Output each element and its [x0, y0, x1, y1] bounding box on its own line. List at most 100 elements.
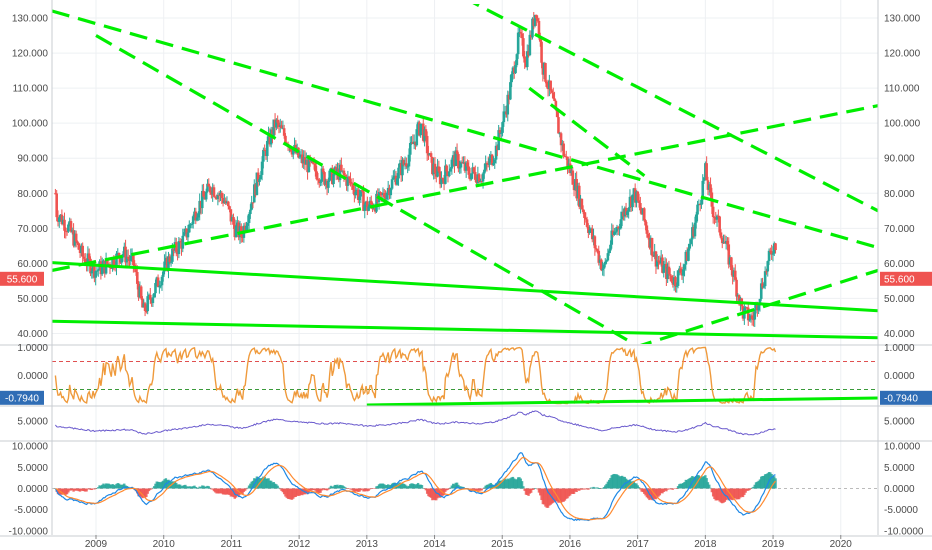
candle-body[interactable] — [600, 259, 603, 271]
candle-body[interactable] — [590, 228, 594, 240]
dashed-trendline[interactable] — [95, 34, 636, 344]
candle-body[interactable] — [646, 233, 650, 238]
candle-body[interactable] — [681, 269, 685, 276]
candle-body[interactable] — [197, 213, 200, 218]
candle-body[interactable] — [537, 21, 541, 38]
candle-body[interactable] — [260, 161, 264, 175]
candle-body[interactable] — [340, 164, 343, 171]
candle-body[interactable] — [232, 216, 235, 225]
candle-body[interactable] — [95, 270, 99, 272]
candle-body[interactable] — [674, 277, 677, 287]
candle-body[interactable] — [134, 269, 138, 273]
candle-body[interactable] — [208, 186, 212, 193]
candle-body[interactable] — [509, 82, 512, 100]
candle-body[interactable] — [748, 319, 751, 321]
candle-body[interactable] — [644, 220, 647, 226]
candle-body[interactable] — [696, 204, 699, 215]
candle-body[interactable] — [458, 167, 461, 169]
candle-body[interactable] — [676, 270, 680, 286]
candle-body[interactable] — [366, 201, 369, 211]
candle-body[interactable] — [151, 297, 155, 304]
candle-body[interactable] — [282, 128, 286, 136]
candle-body[interactable] — [761, 283, 764, 288]
candle-body[interactable] — [693, 222, 697, 237]
candle-body[interactable] — [571, 170, 575, 185]
candle-body[interactable] — [349, 178, 352, 184]
candle-body[interactable] — [207, 183, 211, 187]
candle-body[interactable] — [605, 260, 608, 262]
candle-body[interactable] — [566, 156, 569, 168]
candle-body[interactable] — [607, 250, 611, 254]
candle-body[interactable] — [408, 143, 412, 155]
candle-body[interactable] — [627, 207, 630, 212]
candle-body[interactable] — [96, 269, 100, 271]
candle-body[interactable] — [584, 218, 588, 220]
candle-body[interactable] — [466, 162, 469, 167]
candle-body[interactable] — [195, 217, 199, 221]
candle-body[interactable] — [182, 232, 186, 236]
candle-body[interactable] — [90, 271, 94, 274]
candle-body[interactable] — [473, 172, 477, 180]
candle-body[interactable] — [445, 165, 448, 172]
candle-body[interactable] — [488, 158, 491, 165]
candle-body[interactable] — [163, 261, 166, 272]
candle-body[interactable] — [67, 224, 70, 232]
solid-trendline[interactable] — [52, 319, 878, 340]
candle-body[interactable] — [356, 189, 360, 200]
candle-body[interactable] — [616, 226, 620, 229]
candle-body[interactable] — [675, 285, 679, 287]
candle-body[interactable] — [406, 166, 409, 168]
candle-body[interactable] — [528, 34, 532, 56]
candle-body[interactable] — [613, 231, 616, 235]
candle-body[interactable] — [60, 214, 64, 225]
candle-body[interactable] — [606, 253, 610, 261]
candle-body[interactable] — [437, 166, 441, 172]
candle-body[interactable] — [771, 253, 775, 255]
price-candles[interactable] — [54, 12, 777, 327]
candle-body[interactable] — [467, 166, 471, 175]
candle-body[interactable] — [328, 170, 331, 181]
candle-body[interactable] — [202, 190, 205, 197]
candle-body[interactable] — [379, 192, 382, 194]
candle-body[interactable] — [415, 129, 419, 146]
candle-body[interactable] — [87, 253, 91, 259]
candle-body[interactable] — [249, 209, 252, 215]
candle-body[interactable] — [152, 293, 156, 298]
candle-body[interactable] — [540, 41, 543, 63]
candle-body[interactable] — [520, 33, 524, 39]
candle-body[interactable] — [100, 264, 104, 275]
candle-body[interactable] — [259, 174, 263, 180]
candle-body[interactable] — [449, 168, 452, 172]
candle-body[interactable] — [536, 18, 539, 22]
candle-body[interactable] — [614, 231, 617, 233]
candle-body[interactable] — [321, 168, 325, 173]
candle-body[interactable] — [106, 259, 109, 265]
candle-body[interactable] — [206, 183, 209, 192]
candle-body[interactable] — [668, 274, 672, 276]
candle-body[interactable] — [464, 162, 468, 171]
candle-body[interactable] — [502, 111, 506, 123]
candle-body[interactable] — [338, 164, 342, 181]
candle-body[interactable] — [174, 242, 178, 252]
candle-body[interactable] — [766, 261, 770, 272]
candle-body[interactable] — [490, 154, 494, 165]
candle-body[interactable] — [346, 176, 350, 186]
candle-body[interactable] — [83, 258, 87, 265]
candle-body[interactable] — [276, 119, 279, 123]
candle-body[interactable] — [485, 162, 489, 164]
candle-body[interactable] — [284, 135, 287, 144]
candle-body[interactable] — [168, 256, 172, 262]
candle-body[interactable] — [57, 217, 61, 222]
candle-body[interactable] — [700, 199, 703, 205]
dashed-trendline[interactable] — [52, 104, 878, 272]
candle-body[interactable] — [450, 159, 454, 169]
candle-body[interactable] — [429, 153, 433, 157]
candle-body[interactable] — [763, 271, 767, 287]
candle-body[interactable] — [135, 272, 139, 284]
candle-body[interactable] — [275, 119, 278, 128]
candle-body[interactable] — [187, 224, 191, 233]
candle-body[interactable] — [351, 183, 355, 190]
candle-body[interactable] — [580, 198, 584, 210]
candle-body[interactable] — [610, 230, 614, 245]
candle-body[interactable] — [358, 196, 361, 200]
